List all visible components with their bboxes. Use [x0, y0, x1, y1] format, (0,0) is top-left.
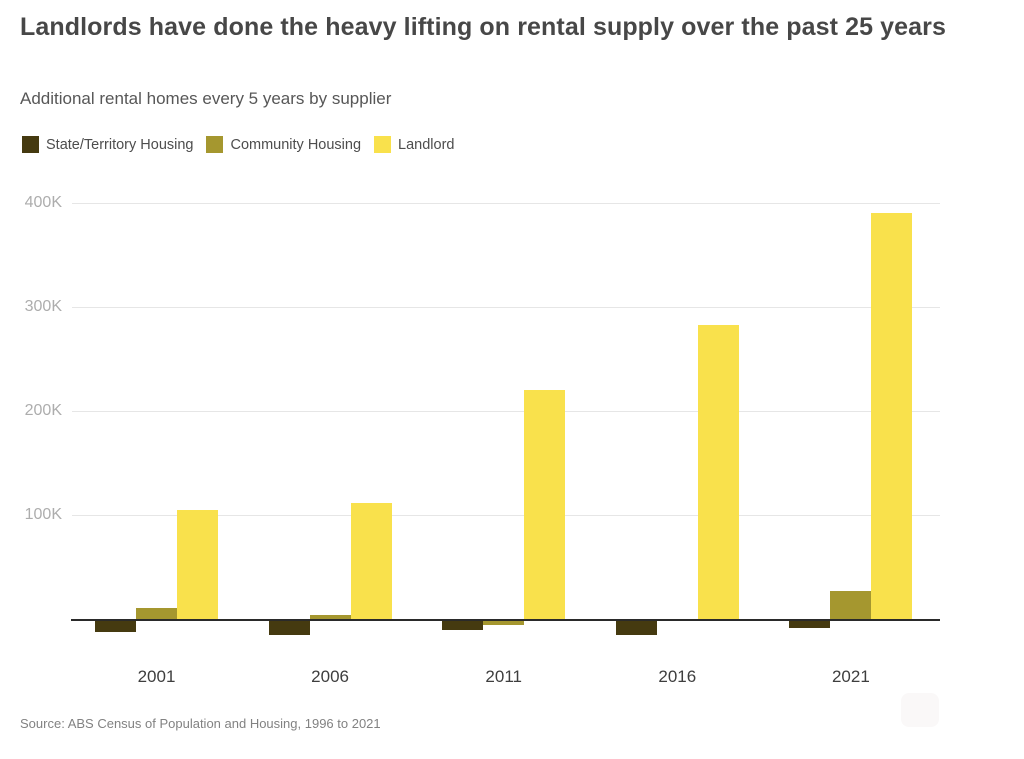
- legend-item-landlord[interactable]: Landlord: [374, 136, 454, 153]
- y-axis-label-200k: 200K: [24, 401, 62, 419]
- bar-landlord-2021[interactable]: [871, 212, 913, 620]
- x-axis-label-2006: 2006: [311, 667, 349, 686]
- bar-community-housing-2006[interactable]: [309, 614, 351, 620]
- y-axis-label-400k: 400K: [24, 193, 62, 211]
- gridline-200k: [72, 411, 940, 413]
- legend: State/Territory Housing Community Housin…: [22, 136, 454, 153]
- legend-item-community-housing[interactable]: Community Housing: [206, 136, 361, 153]
- bar-state-territory-housing-2006[interactable]: [268, 621, 310, 635]
- x-axis-label-2021: 2021: [831, 667, 870, 686]
- bar-community-housing-2011[interactable]: [483, 621, 525, 626]
- x-axis-line: [71, 619, 940, 621]
- bar-state-territory-housing-2021[interactable]: [789, 621, 831, 629]
- bar-community-housing-2021[interactable]: [830, 590, 872, 620]
- y-axis-label-100k: 100K: [24, 505, 62, 523]
- bar-state-territory-housing-2011[interactable]: [442, 621, 484, 631]
- x-axis-label-2011: 2011: [485, 667, 522, 686]
- x-axis-label-2001: 2001: [137, 667, 176, 686]
- legend-label: State/Territory Housing: [46, 136, 194, 153]
- bar-community-housing-2001[interactable]: [136, 607, 177, 620]
- legend-item-state-territory-housing[interactable]: State/Territory Housing: [22, 136, 193, 153]
- y-axis-label-300k: 300K: [24, 297, 62, 315]
- source-note: Source: ABS Census of Population and Hou…: [20, 716, 381, 731]
- x-axis-label-2016: 2016: [658, 667, 697, 686]
- legend-label: Community Housing: [230, 136, 362, 153]
- legend-label: Landlord: [398, 136, 455, 153]
- bar-landlord-2011[interactable]: [524, 389, 566, 620]
- bar-landlord-2006[interactable]: [350, 503, 392, 620]
- chart-title: Landlords have done the heavy lifting on…: [20, 13, 946, 41]
- legend-swatch-icon: [206, 136, 224, 153]
- bar-landlord-2001[interactable]: [177, 509, 218, 620]
- bar-state-territory-housing-2001[interactable]: [95, 621, 136, 633]
- gridline-400k: [72, 203, 940, 205]
- gridline-100k: [72, 515, 940, 517]
- gridline-300k: [72, 307, 940, 309]
- bar-state-territory-housing-2016[interactable]: [615, 621, 657, 635]
- watermark-logo[interactable]: [901, 693, 939, 727]
- chart-subtitle: Additional rental homes every 5 years by…: [20, 89, 392, 108]
- legend-swatch-icon: [22, 136, 39, 153]
- bar-landlord-2016[interactable]: [697, 325, 739, 620]
- legend-swatch-icon: [374, 136, 392, 153]
